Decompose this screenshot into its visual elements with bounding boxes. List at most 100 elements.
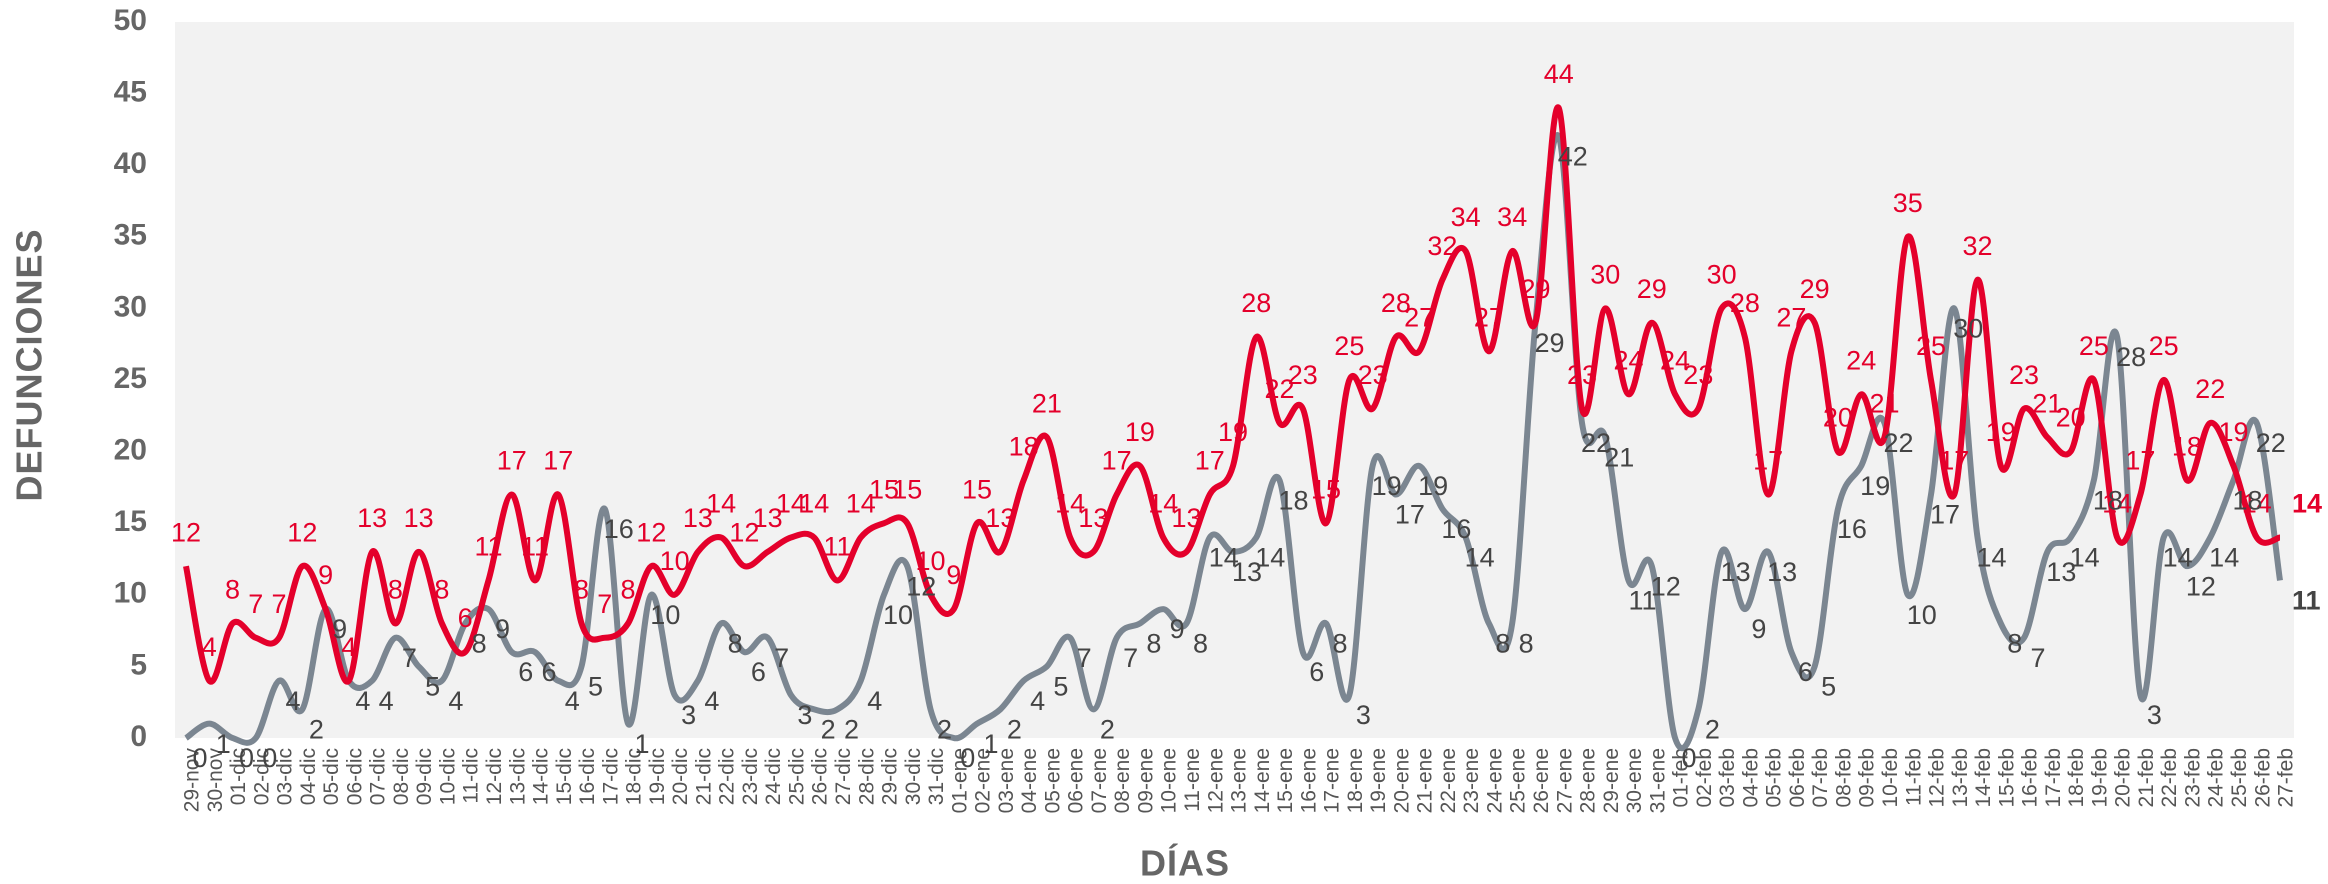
data-label: 29	[1520, 274, 1550, 304]
x-tick-label: 21-dic	[692, 748, 715, 805]
data-label: 4	[565, 686, 580, 716]
data-label: 3	[1356, 700, 1371, 730]
x-tick-label: 16-dic	[576, 748, 599, 805]
y-tick-label: 25	[114, 362, 147, 395]
y-tick-label: 5	[130, 648, 147, 681]
data-label: 14	[1255, 543, 1285, 573]
data-label: 4	[355, 686, 370, 716]
data-label: 8	[388, 575, 403, 605]
data-label: 8	[1519, 629, 1534, 659]
x-tick-label: 03-dic	[274, 748, 297, 805]
data-label: 13	[404, 503, 434, 533]
data-label: 15	[1311, 474, 1341, 504]
data-label: 11	[474, 532, 502, 562]
data-label: 28	[1241, 288, 1271, 318]
data-label: 25	[2149, 331, 2179, 361]
data-label: 2	[1100, 714, 1115, 744]
x-tick-label: 24-dic	[762, 748, 785, 805]
x-tick-label: 04-feb	[1739, 748, 1762, 808]
data-label: 4	[202, 632, 217, 662]
x-tick-label: 13-feb	[1949, 748, 1972, 808]
x-tick-label: 01-feb	[1670, 748, 1693, 808]
data-label: 32	[1427, 231, 1457, 261]
data-label: 9	[318, 560, 333, 590]
data-label: 8	[1146, 629, 1161, 659]
data-label: 0	[262, 743, 277, 773]
x-tick-label: 24-ene	[1483, 748, 1506, 813]
data-label: 28	[1381, 288, 1411, 318]
x-tick-label: 26-dic	[809, 748, 832, 805]
data-label: 8	[1495, 629, 1510, 659]
x-tick-label: 07-dic	[367, 748, 390, 805]
data-label: 19	[1125, 417, 1155, 447]
x-tick-label: 26-ene	[1530, 748, 1553, 813]
data-label: 6	[458, 603, 473, 633]
x-tick-label: 12-dic	[483, 748, 506, 805]
data-label: 21	[1032, 388, 1062, 418]
x-tick-label: 15-dic	[553, 748, 576, 805]
x-tick-label: 11-dic	[460, 748, 483, 804]
data-label: 3	[797, 700, 812, 730]
data-label: 15	[892, 474, 922, 504]
x-tick-label: 16-ene	[1297, 748, 1320, 813]
data-label: 12	[636, 517, 666, 547]
x-tick-label: 22-ene	[1437, 748, 1460, 813]
data-label: 32	[1963, 231, 1993, 261]
data-label: 7	[248, 589, 263, 619]
x-tick-label: 25-ene	[1507, 748, 1530, 813]
data-label: 5	[425, 672, 440, 702]
data-label: 0	[1682, 743, 1697, 773]
x-tick-label: 27-feb	[2275, 748, 2298, 808]
data-label: 2	[309, 714, 324, 744]
x-tick-label: 30-ene	[1623, 748, 1646, 813]
x-tick-label: 18-feb	[2065, 748, 2088, 808]
data-label: 13	[1232, 557, 1262, 587]
data-label: 13	[357, 503, 387, 533]
data-label: 1	[216, 729, 231, 759]
data-label: 17	[543, 446, 573, 476]
data-label: 20	[2056, 403, 2086, 433]
data-label: 16	[1441, 514, 1471, 544]
x-tick-label: 15-ene	[1274, 748, 1297, 813]
data-label: 23	[1567, 360, 1597, 390]
data-label: 17	[2125, 446, 2155, 476]
data-label: 9	[1751, 614, 1766, 644]
x-tick-label: 19-feb	[2088, 748, 2111, 808]
x-tick-label: 10-dic	[436, 748, 459, 805]
data-label: 12	[2186, 571, 2216, 601]
data-label: 5	[1053, 672, 1068, 702]
x-tick-label: 27-ene	[1553, 748, 1576, 813]
data-label: 9	[332, 614, 347, 644]
data-label: 6	[1798, 657, 1813, 687]
x-tick-label: 03-ene	[995, 748, 1018, 813]
data-label: 6	[518, 657, 533, 687]
data-label: 23	[1683, 360, 1713, 390]
x-tick-label: 28-ene	[1577, 748, 1600, 813]
data-label: 13	[1767, 557, 1797, 587]
data-label: 0	[239, 743, 254, 773]
data-label: 25	[1334, 331, 1364, 361]
data-label: 11	[1629, 586, 1657, 616]
data-label: 35	[1893, 188, 1923, 218]
data-label: 7	[272, 589, 287, 619]
x-tick-label: 04-ene	[1018, 748, 1041, 813]
data-label: 1	[635, 729, 650, 759]
x-tick-label: 21-ene	[1414, 748, 1437, 813]
x-tick-label: 13-ene	[1228, 748, 1251, 813]
x-tick-label: 08-feb	[1832, 748, 1855, 808]
data-label: 5	[1821, 672, 1836, 702]
x-tick-label: 23-feb	[2181, 748, 2204, 808]
data-label: 18	[1009, 431, 1039, 461]
data-label: 14	[1209, 543, 1239, 573]
data-label: 18	[2232, 485, 2262, 515]
x-tick-label: 12-feb	[1926, 748, 1949, 808]
data-label: 27	[1776, 302, 1806, 332]
data-label: 4	[1030, 686, 1045, 716]
data-label: 9	[946, 560, 961, 590]
data-label: 10	[1907, 600, 1937, 630]
data-label: 29	[1637, 274, 1667, 304]
x-tick-label: 17-ene	[1321, 748, 1344, 813]
x-tick-label: 06-dic	[343, 748, 366, 805]
data-label: 17	[497, 446, 527, 476]
data-label: 4	[286, 686, 301, 716]
